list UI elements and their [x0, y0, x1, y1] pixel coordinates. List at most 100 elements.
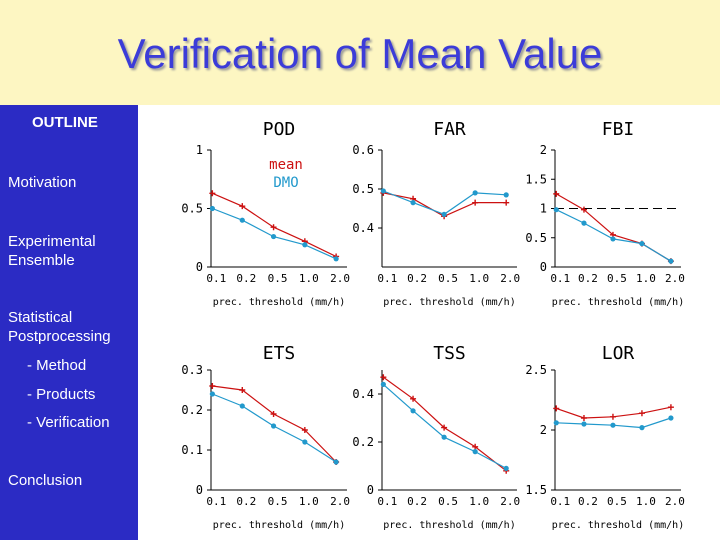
data-point-dmo: [270, 233, 277, 240]
data-point-dmo: [553, 420, 559, 426]
x-tick-label: 1.0: [299, 495, 319, 508]
legend-dmo: DMO: [273, 175, 298, 191]
sidebar-item-statistical-postprocessing[interactable]: Statistical Postprocessing: [8, 309, 111, 345]
chart-panel-far: FAR 0.4 0.5 0.6 0.1 0.2 0.5 1.0 2.0 prec. thresho…: [352, 119, 520, 308]
data-point-mean: [553, 405, 560, 412]
x-tick-label: 0.1: [550, 272, 570, 285]
x-tick-label: 0.5: [268, 272, 288, 285]
y-tick-label: 0.6: [352, 143, 374, 157]
y-tick-label: 0: [367, 483, 374, 497]
x-tick-label: 0.2: [236, 495, 256, 508]
sidebar-item-experimental-ensemble[interactable]: Experimental Ensemble: [8, 233, 96, 269]
data-point-dmo: [581, 421, 587, 427]
y-tick-label: 0.2: [352, 435, 374, 449]
data-point-dmo: [441, 211, 447, 217]
data-point-mean: [472, 443, 479, 450]
data-point-dmo: [472, 190, 478, 196]
x-tick-label: 1.0: [636, 272, 656, 285]
chart-panel-lor: LOR 1.5 2 2.5 0.1 0.2 0.5 1.0 2.0 prec. threshold…: [525, 343, 685, 531]
x-tick-label: 0.1: [550, 495, 570, 508]
x-axis-label: prec. threshold (mm/h): [213, 520, 345, 531]
x-axis-label: prec. threshold (mm/h): [552, 297, 684, 308]
data-point-dmo: [503, 192, 509, 198]
data-point-dmo: [639, 241, 645, 247]
x-tick-label: 0.5: [268, 495, 288, 508]
y-tick-label: 2.5: [525, 363, 547, 377]
x-tick-label: 0.1: [206, 272, 226, 285]
x-tick-label: 0.5: [438, 272, 458, 285]
chart-title: TSS: [433, 343, 466, 364]
data-point-mean: [270, 224, 277, 231]
x-tick-label: 1.0: [299, 272, 319, 285]
data-point-mean: [638, 410, 645, 417]
y-tick-label: 0.5: [525, 231, 547, 245]
x-tick-label: 0.5: [438, 495, 458, 508]
y-tick-label: 0.1: [181, 443, 203, 457]
sidebar-item-method[interactable]: - Method: [27, 357, 87, 374]
x-tick-label: 1.0: [636, 495, 656, 508]
data-point-dmo: [239, 217, 245, 223]
x-tick-label: 0.2: [236, 272, 256, 285]
chart-title: FAR: [433, 119, 466, 140]
data-point-dmo: [302, 439, 308, 445]
outline-sidebar: OUTLINE Motivation Experimental Ensemble…: [0, 105, 138, 540]
data-point-dmo: [410, 200, 416, 206]
y-tick-label: 0.4: [352, 387, 374, 401]
data-point-dmo: [503, 465, 509, 471]
data-point-dmo: [270, 423, 277, 429]
data-point-mean: [667, 404, 674, 411]
sidebar-item-verification[interactable]: - Verification: [27, 414, 110, 431]
data-point-dmo: [581, 220, 587, 226]
chart-panel-pod: POD 0 0.5 1 0.1 0.2 0.5 1.0 2.0 prec. threshold (…: [181, 119, 350, 308]
y-tick-label: 0: [196, 483, 203, 497]
x-tick-label: 0.1: [206, 495, 226, 508]
data-point-mean: [580, 206, 587, 213]
y-tick-label: 0.3: [181, 363, 203, 377]
data-point-mean: [270, 411, 277, 417]
data-point-mean: [553, 190, 560, 197]
y-tick-label: 1.5: [525, 483, 547, 497]
series-line-mean: [382, 376, 507, 472]
legend-mean: mean: [269, 157, 303, 173]
data-point-mean: [580, 415, 587, 421]
data-point-dmo: [380, 188, 386, 194]
data-point-dmo: [553, 207, 559, 213]
data-point-dmo: [668, 415, 674, 421]
data-point-mean: [609, 413, 616, 420]
y-tick-label: 1: [540, 202, 547, 216]
x-axis-label: prec. threshold (mm/h): [552, 520, 684, 531]
data-point-dmo: [610, 236, 616, 242]
data-point-dmo: [668, 258, 674, 264]
chart-title: FBI: [602, 119, 635, 140]
data-point-mean: [441, 424, 448, 431]
x-tick-label: 1.0: [469, 272, 489, 285]
x-axis-label: prec. threshold (mm/h): [383, 297, 515, 308]
x-tick-label: 0.5: [607, 272, 627, 285]
y-tick-label: 0.5: [181, 202, 203, 216]
y-tick-label: 0.2: [181, 403, 203, 417]
sidebar-item-products[interactable]: - Products: [27, 386, 96, 403]
chart-title: LOR: [602, 343, 635, 364]
x-axis-label: prec. threshold (mm/h): [213, 297, 345, 308]
x-tick-label: 0.2: [407, 495, 427, 508]
data-point-mean: [380, 374, 387, 381]
y-tick-label: 0.4: [352, 221, 374, 235]
x-axis-label: prec. threshold (mm/h): [383, 520, 515, 531]
data-point-mean: [503, 199, 510, 206]
chart-title: ETS: [263, 343, 296, 364]
data-point-dmo: [239, 403, 245, 409]
x-tick-label: 2.0: [500, 495, 520, 508]
x-tick-label: 0.2: [407, 272, 427, 285]
y-tick-label: 0.5: [352, 182, 374, 196]
data-point-dmo: [333, 459, 339, 465]
y-tick-label: 2: [540, 143, 547, 157]
data-point-dmo: [441, 434, 447, 440]
data-point-mean: [239, 203, 246, 210]
y-tick-label: 0: [540, 260, 547, 274]
y-tick-label: 2: [540, 423, 547, 437]
data-point-mean: [209, 190, 216, 197]
sidebar-item-motivation[interactable]: Motivation: [8, 174, 77, 191]
sidebar-item-conclusion[interactable]: Conclusion: [8, 472, 83, 489]
data-point-mean: [301, 427, 308, 433]
